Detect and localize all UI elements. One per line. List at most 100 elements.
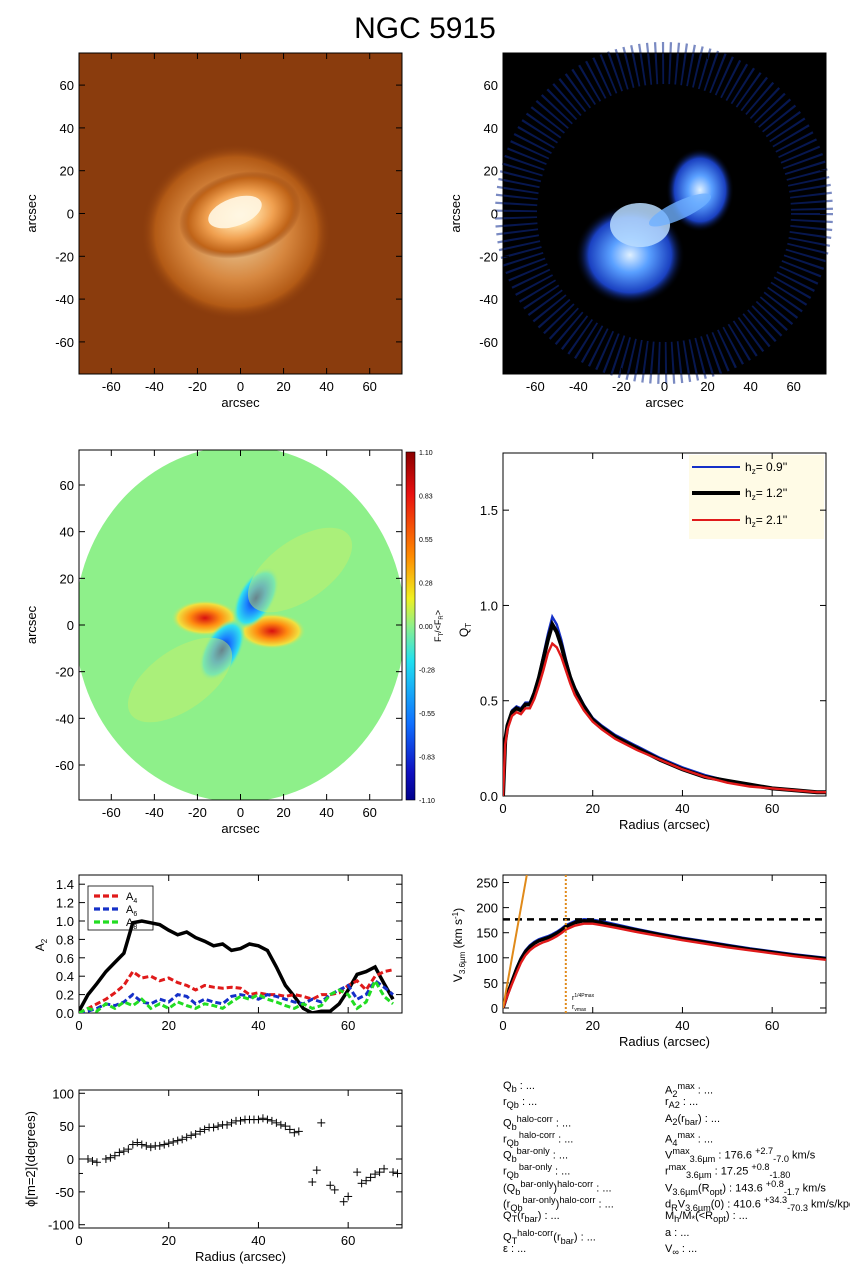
y-tick-label: -60 <box>55 758 74 773</box>
y-tick-label: 0.0 <box>56 1006 74 1021</box>
y-tick-label: 0 <box>67 207 74 222</box>
phase-point <box>375 1168 384 1177</box>
gas-speckle-ring <box>495 42 833 384</box>
param-rmax: rmax3.6µm : 17.25 +0.8-1.80 <box>665 1162 791 1181</box>
stellar-galaxy-core <box>208 195 262 229</box>
phase-point <box>119 1147 128 1156</box>
y-tick-label: 50 <box>484 976 498 991</box>
y-tick-label: 0.0 <box>480 789 498 804</box>
param-qb-halo: Qbhalo-corr : ... <box>503 1113 572 1132</box>
phase-point <box>101 1155 110 1163</box>
y-tick-label: 50 <box>60 1119 74 1134</box>
force-map-colorbar <box>405 451 416 801</box>
gas-image-panel <box>495 42 833 384</box>
y-tick-label: -20 <box>479 249 498 264</box>
amplitude-series-black <box>79 919 395 1013</box>
y-tick-label: -20 <box>55 249 74 264</box>
legend-text-a6: A6 <box>126 904 137 918</box>
phase-point <box>214 1122 223 1131</box>
phase-point <box>353 1168 362 1177</box>
phase-point <box>227 1118 236 1127</box>
x-tick-label: 60 <box>786 379 800 394</box>
param-qt-rbar: QT(rbar) : ... <box>503 1210 560 1225</box>
phase-point <box>133 1138 142 1147</box>
x-tick-label: 60 <box>362 805 376 820</box>
phase-angle-axes: 0 20 40 60 -100 -50 0 50 100 Radius (arcsec) <box>48 1086 403 1264</box>
force-map-panel: FT/<FR> <box>79 450 445 801</box>
phase-point <box>339 1197 348 1206</box>
fourier-amplitudes-axes: 0 20 40 60 0.0 0.2 0.4 0.6 0.8 1.0 1.2 1.4 <box>56 874 403 1033</box>
gas-image-ylabel: arcsec <box>448 194 463 233</box>
param-a: a : ... <box>665 1226 690 1239</box>
param-vropt: V3.6µm(Ropt) : 143.6 +0.8-1.7 km/s <box>665 1178 826 1197</box>
rotation-curve-xlabel: Radius (arcsec) <box>619 1034 710 1049</box>
phase-point <box>326 1181 335 1190</box>
force-map-ylabel: arcsec <box>24 605 39 644</box>
y-tick-label: 60 <box>60 478 74 493</box>
phase-point <box>317 1118 326 1127</box>
x-tick-label: 20 <box>585 1018 599 1033</box>
x-tick-label: 0 <box>237 805 244 820</box>
x-tick-label: 60 <box>765 1018 779 1033</box>
phase-point <box>258 1114 267 1123</box>
qt-legend: hz= 0.9'' hz= 1.2'' hz= 2.1'' <box>689 455 824 539</box>
x-tick-label: 60 <box>765 801 779 816</box>
rotation-curve-axes: 0 20 40 60 0 50 100 150 200 250 Radius (arcsec) <box>476 874 827 1049</box>
params-left: Qb : ... rQb : ... Qbhalo-corr : ... rQb… <box>503 1078 614 1257</box>
phase-point <box>200 1125 209 1134</box>
y-tick-label: -40 <box>55 711 74 726</box>
y-tick-label: 40 <box>484 121 498 136</box>
x-tick-label: 40 <box>319 379 333 394</box>
phase-point <box>196 1127 205 1136</box>
y-tick-label: -60 <box>479 335 498 350</box>
page-title: NGC 5915 <box>354 12 496 45</box>
y-tick-label: 0.8 <box>56 932 74 947</box>
x-tick-label: 0 <box>661 379 668 394</box>
y-tick-label: 200 <box>476 901 498 916</box>
colorbar-tick-label: 0.55 <box>419 537 433 544</box>
qt-series-black <box>503 619 826 796</box>
phase-point <box>371 1170 380 1179</box>
phase-point <box>106 1153 115 1162</box>
phase-point <box>294 1127 303 1136</box>
force-map-xlabel: arcsec <box>221 821 260 836</box>
phase-point <box>191 1130 200 1139</box>
x-tick-label: 40 <box>743 379 757 394</box>
gas-bar-bridge <box>648 193 712 227</box>
gas-image-xlabel: arcsec <box>645 395 684 410</box>
phase-point <box>290 1128 299 1137</box>
force-map-lobe-sw-tint <box>127 637 233 723</box>
colorbar-tick-label: -0.55 <box>419 711 435 718</box>
y-tick-label: 0 <box>491 207 498 222</box>
rmax-annotation-sub: rvmax <box>572 1004 587 1013</box>
stellar-image-axes: -60 -40 -20 0 20 40 60 -60 -40 -20 0 20 40 60 arcsec ar… <box>24 52 403 410</box>
phase-point <box>272 1118 281 1127</box>
y-tick-label: 20 <box>60 571 74 586</box>
phase-point <box>393 1169 402 1178</box>
phase-point <box>128 1140 137 1149</box>
x-tick-label: 20 <box>161 1233 175 1248</box>
param-a2max: A2max : ... <box>665 1081 714 1099</box>
rotation-ylabel: V3.6µm (km s-1) <box>451 908 467 982</box>
y-tick-label: 0.5 <box>480 694 498 709</box>
phase-ylabel: ϕ[m=2](degrees) <box>23 1111 38 1207</box>
rotation-series-blue <box>503 917 826 1009</box>
x-tick-label: 0 <box>75 1233 82 1248</box>
force-map-axes: -60 -40 -20 0 20 40 60 -60 -40 -20 0 20 40 60 arcsec ar… <box>24 449 403 836</box>
y-tick-label: 0 <box>67 1152 74 1167</box>
x-tick-label: -60 <box>526 379 545 394</box>
param-rqb-bar-halo: (rQbbar-only)halo-corr : ... <box>503 1195 614 1213</box>
phase-point <box>155 1141 164 1150</box>
y-tick-label: 40 <box>60 121 74 136</box>
stellar-image-panel <box>79 53 402 374</box>
amplitude-legend: A4 A6 A8 <box>87 885 154 931</box>
x-tick-label: 0 <box>499 1018 506 1033</box>
colorbar-tick-label: -1.10 <box>419 798 435 805</box>
qt-profile-xlabel: Radius (arcsec) <box>619 817 710 832</box>
param-a2-rbar: A2(rbar) : ... <box>665 1112 720 1127</box>
param-mhm: Mh/M*(<Ropt) : ... <box>665 1210 748 1225</box>
x-tick-label: -20 <box>188 805 207 820</box>
param-qt-halo-rbar: QThalo-corr(rbar) : ... <box>503 1227 596 1246</box>
phase-point <box>357 1179 366 1188</box>
